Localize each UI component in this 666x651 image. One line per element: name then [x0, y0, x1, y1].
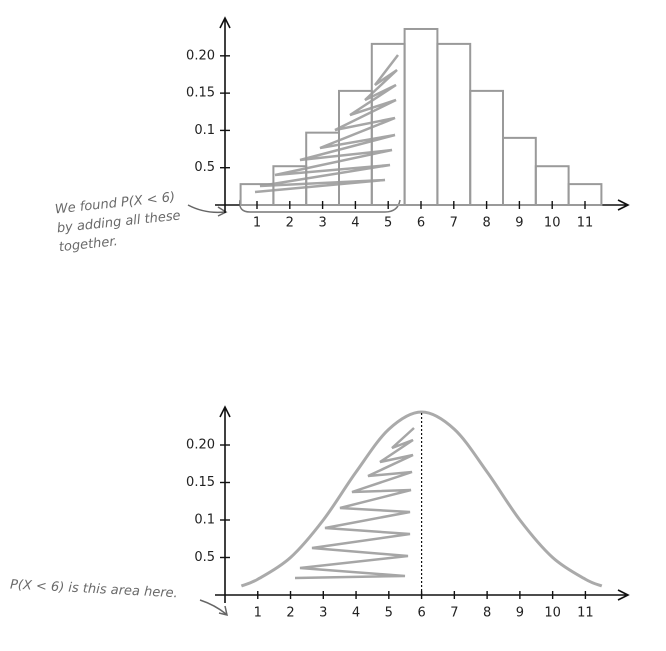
- x-tick-label: 8: [483, 606, 491, 621]
- x-tick-label: 10: [544, 606, 561, 621]
- x-tick-label: 7: [450, 606, 458, 621]
- y-tick-label: 0.5: [194, 160, 215, 175]
- curve: [240, 410, 603, 588]
- y-tick-label: 0.5: [194, 550, 215, 565]
- x-tick-label: 10: [544, 216, 561, 231]
- bar: [469, 89, 505, 206]
- x-tick-label: 11: [577, 606, 594, 621]
- x-tick-label: 4: [352, 606, 360, 621]
- x-tick-label: 8: [482, 216, 490, 231]
- pointer-arrow: [199, 599, 228, 617]
- x-tick-label: 4: [351, 216, 359, 231]
- x-tick-label: 9: [515, 216, 523, 231]
- x-tick-label: 2: [286, 606, 294, 621]
- x-tick-label: 9: [516, 606, 524, 621]
- y-tick-label: 0.15: [186, 475, 215, 490]
- y-tick-label: 0.20: [186, 48, 215, 63]
- x-tick-label: 5: [384, 216, 392, 231]
- y-tick-label: 0.15: [186, 86, 215, 101]
- y-tick-label: 0.1: [194, 123, 215, 138]
- shading: [254, 54, 399, 194]
- annotation: together.: [58, 234, 118, 255]
- x-tick-label: 3: [319, 606, 327, 621]
- annotation: P(X < 6) is this area here.: [10, 578, 179, 602]
- x-tick-label: 2: [286, 216, 294, 231]
- shading: [294, 427, 415, 580]
- bar: [436, 42, 472, 207]
- brace: [238, 199, 401, 213]
- bar: [502, 136, 537, 206]
- y-tick-label: 0.1: [194, 513, 215, 528]
- x-tick-label: 1: [253, 216, 261, 231]
- bar: [534, 165, 570, 206]
- x-tick-label: 11: [577, 216, 594, 231]
- x-tick-label: 5: [385, 606, 393, 621]
- x-tick-label: 3: [318, 216, 326, 231]
- x-tick-label: 1: [254, 606, 262, 621]
- y-axis: [219, 16, 231, 213]
- y-axis: [219, 405, 231, 603]
- x-tick-label: 6: [417, 216, 425, 231]
- x-tick-label: 6: [417, 606, 425, 621]
- x-tick-label: 7: [450, 216, 458, 231]
- pointer-arrow: [187, 204, 228, 217]
- y-tick-label: 0.20: [186, 438, 215, 453]
- bar: [403, 27, 439, 206]
